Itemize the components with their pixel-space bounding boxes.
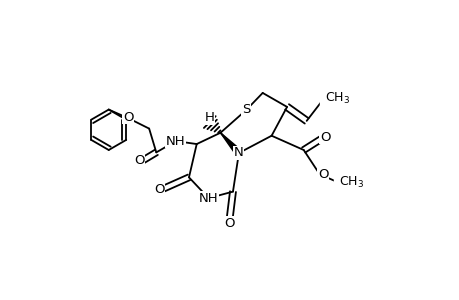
Text: O: O xyxy=(319,131,330,144)
Polygon shape xyxy=(220,133,241,155)
Text: O: O xyxy=(123,111,133,124)
Text: O: O xyxy=(317,169,328,182)
Text: O: O xyxy=(134,154,144,167)
Text: S: S xyxy=(241,103,250,116)
Text: CH$_3$: CH$_3$ xyxy=(339,175,364,190)
Text: N: N xyxy=(234,146,243,160)
Text: NH: NH xyxy=(166,135,185,148)
Text: CH$_3$: CH$_3$ xyxy=(325,91,349,106)
Text: NH: NH xyxy=(198,192,218,205)
Text: H: H xyxy=(204,111,214,124)
Text: O: O xyxy=(224,217,234,230)
Text: O: O xyxy=(154,183,164,196)
